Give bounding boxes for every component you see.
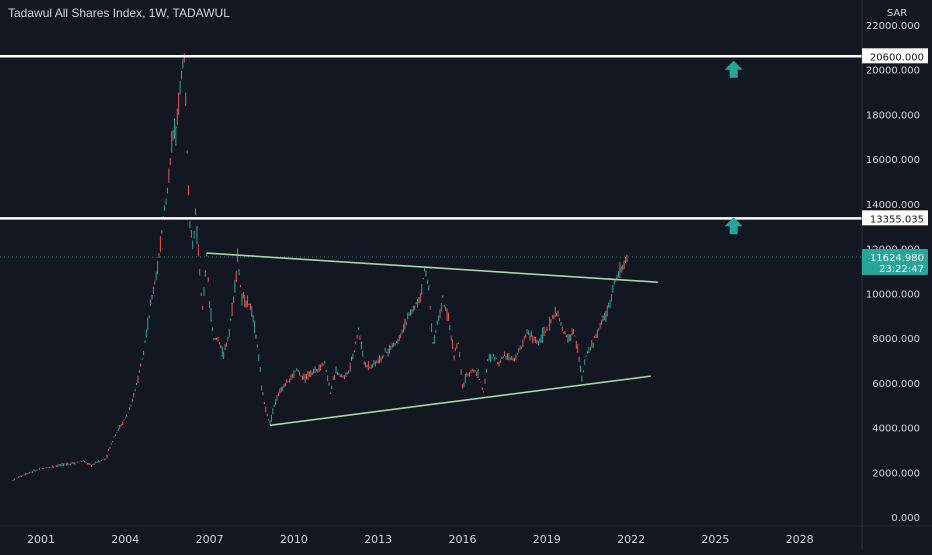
x-tick-label: 2025 xyxy=(701,533,729,546)
x-tick-label: 2013 xyxy=(364,533,392,546)
chart-title: Tadawul All Shares Index, 1W, TADAWUL xyxy=(8,6,230,20)
upper-trendline xyxy=(206,252,658,283)
last-price-badge xyxy=(862,249,928,276)
y-tick-label: 0.000 xyxy=(891,513,920,524)
level-price-label: 13355.035 xyxy=(870,214,924,225)
x-tick-label: 2007 xyxy=(196,533,224,546)
y-tick-label: 20000.000 xyxy=(866,66,920,77)
level-price-badge xyxy=(862,210,928,226)
arrow-annotations xyxy=(724,60,743,235)
x-tick-label: 2004 xyxy=(111,533,139,546)
currency-label: SAR xyxy=(887,8,907,19)
level-price-badge xyxy=(862,48,928,64)
level-price-label: 20600.000 xyxy=(870,52,924,63)
arrow-up-icon xyxy=(724,217,743,235)
x-tick-label: 2028 xyxy=(786,533,814,546)
price-series xyxy=(0,53,862,481)
y-tick-label: 4000.000 xyxy=(872,424,920,435)
lower-trendline xyxy=(269,375,651,427)
y-tick-label: 10000.000 xyxy=(866,289,920,300)
y-tick-label: 2000.000 xyxy=(872,468,920,479)
x-tick-label: 2022 xyxy=(617,533,645,546)
trendlines xyxy=(206,252,658,427)
x-tick-label: 2001 xyxy=(27,533,55,546)
x-tick-label: 2016 xyxy=(449,533,477,546)
y-tick-label: 18000.000 xyxy=(866,110,920,121)
horizontal-levels xyxy=(0,55,862,220)
x-tick-label: 2019 xyxy=(533,533,561,546)
countdown-label: 23:22:47 xyxy=(879,264,924,275)
last-price-label: 11624.980 xyxy=(870,253,924,264)
y-tick-label: 22000.000 xyxy=(866,21,920,32)
y-tick-label: 8000.000 xyxy=(872,334,920,345)
x-tick-label: 2010 xyxy=(280,533,308,546)
arrow-up-icon xyxy=(724,60,743,78)
y-tick-label: 6000.000 xyxy=(872,379,920,390)
y-tick-label: 16000.000 xyxy=(866,155,920,166)
y-tick-label: 14000.000 xyxy=(866,200,920,211)
